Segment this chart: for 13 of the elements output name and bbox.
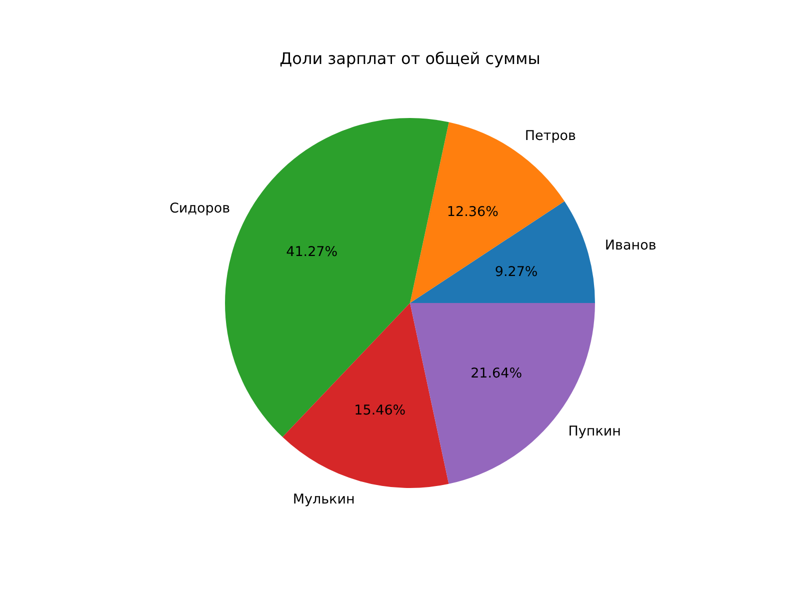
slice-label: Петров [524,128,576,144]
data-label: 12.36% [446,204,499,220]
data-label: 41.27% [286,244,338,260]
slice-label: Пупкин [568,424,621,440]
slice-label: Сидоров [169,200,230,217]
data-label: 9.27% [494,264,538,280]
slice-label: Мулькин [292,492,355,508]
slice-label: Иванов [604,237,656,254]
data-label: 21.64% [470,366,522,382]
pie-slice [410,201,595,303]
pie-slice [282,303,449,488]
chart-title: Доли зарплат от общей суммы [280,49,540,68]
data-label: 15.46% [354,402,406,419]
